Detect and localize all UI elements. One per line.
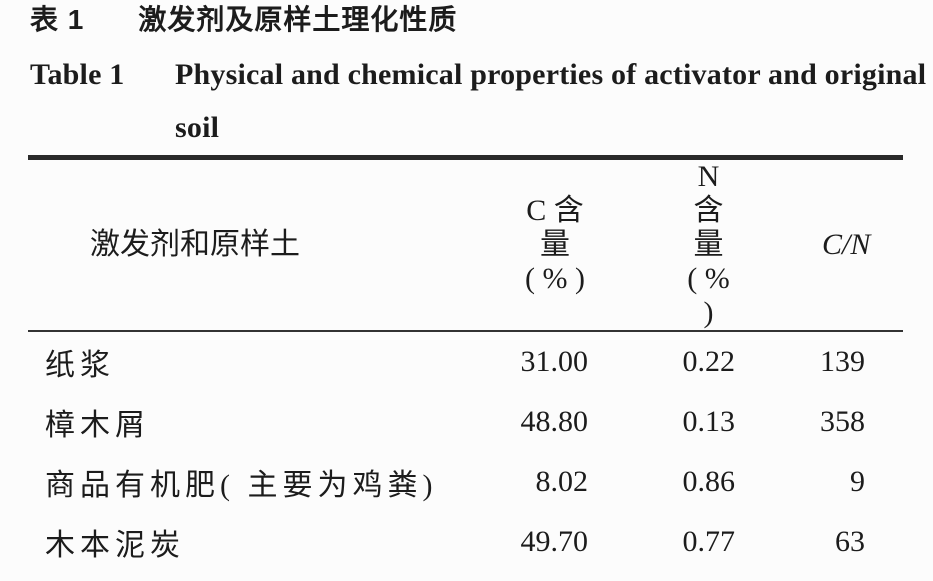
cell-cn: 358 xyxy=(820,405,865,438)
cell-name: 木本泥炭 xyxy=(45,529,185,562)
cell-name: 商品有机肥( 主要为鸡粪) xyxy=(45,469,438,502)
cell-cn: 63 xyxy=(835,525,865,558)
cell-c: 49.70 xyxy=(520,525,589,558)
table-row: 樟木屑 48.80 0.13 358 xyxy=(28,392,903,452)
cell-n: 0.13 xyxy=(608,572,755,581)
cell-name: 原样土 xyxy=(28,572,465,581)
header-c-unit: ( % ) xyxy=(525,262,585,295)
cell-cn: 139 xyxy=(820,345,865,378)
cell-n: 0.86 xyxy=(682,465,736,498)
cell-name: 樟木屑 xyxy=(45,409,150,442)
cell-n: 0.22 xyxy=(682,345,736,378)
cell-c: 31.00 xyxy=(520,345,589,378)
table-title-en: Table 1 Physical and chemical properties … xyxy=(30,48,933,154)
table-title-en-line2: soil xyxy=(175,111,220,144)
table-row: 纸浆 31.00 0.22 139 xyxy=(28,331,903,392)
table-title-zh-text: 激发剂及原样土理化性质 xyxy=(138,4,458,35)
table-number-zh: 表 1 xyxy=(30,4,85,35)
table-title-zh: 表 1 激发剂及原样土理化性质 xyxy=(30,4,457,36)
cell-c: 1.33 xyxy=(465,572,608,581)
header-n-unit: ( % ) xyxy=(687,262,730,329)
cell-c: 8.02 xyxy=(535,465,589,498)
header-c-content: C 含量( % ) xyxy=(465,157,608,332)
cell-c: 48.80 xyxy=(520,405,589,438)
cell-n: 0.13 xyxy=(682,405,736,438)
table-row: 商品有机肥( 主要为鸡粪) 8.02 0.86 9 xyxy=(28,452,903,512)
table-row: 原样土 1.33 0.13 10 xyxy=(28,572,903,581)
header-cn-ratio: C/N xyxy=(755,157,903,332)
properties-table: 激发剂和原样土 C 含量( % ) N 含量( % ) C/N 纸浆 31.00… xyxy=(28,155,903,581)
table-number-en: Table 1 xyxy=(30,58,125,91)
header-n-content: N 含量( % ) xyxy=(608,157,755,332)
cell-cn: 9 xyxy=(850,465,865,498)
header-activator: 激发剂和原样土 xyxy=(28,157,465,332)
table-row: 木本泥炭 49.70 0.77 63 xyxy=(28,512,903,572)
cell-name: 纸浆 xyxy=(45,349,115,382)
table-title-en-line1: Physical and chemical properties of acti… xyxy=(175,58,927,91)
cell-n: 0.77 xyxy=(682,525,736,558)
cell-cn: 10 xyxy=(755,572,903,581)
header-row: 激发剂和原样土 C 含量( % ) N 含量( % ) C/N xyxy=(28,157,903,332)
